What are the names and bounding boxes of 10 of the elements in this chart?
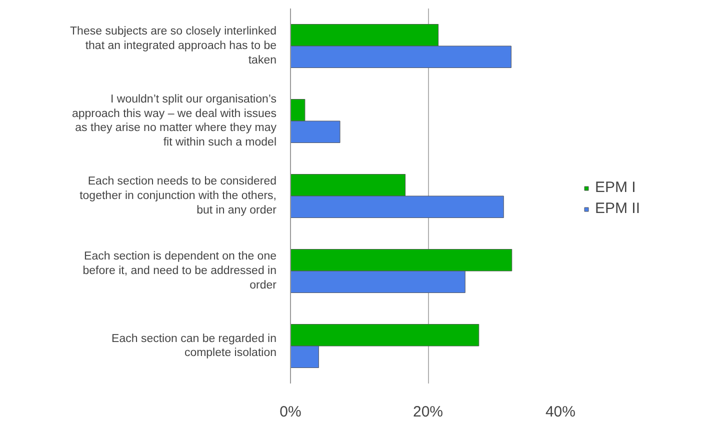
y-tick-label: These subjects are so closely interlinked that an integrated approach has to be taken xyxy=(70,26,277,66)
y-tick-label: Each section is dependent on the one before it, and need to be addressed in order xyxy=(82,250,277,292)
legend-label: EPM I xyxy=(595,179,636,196)
legend-label: EPM II xyxy=(595,200,640,217)
x-tick-label: 40% xyxy=(545,404,576,420)
x-tick-label: 0% xyxy=(280,404,302,420)
y-tick-label: I wouldn’t split our organisation’s approach this way – we deal with issues as they arise no matter where they may fit within such a model xyxy=(72,93,277,149)
y-tick-label: Each section can be regarded in complete isolation xyxy=(112,332,277,360)
x-tick-label: 20% xyxy=(412,404,444,420)
y-tick-label: Each section needs to be considered together in conjunction with the others, but in any order xyxy=(80,176,277,216)
